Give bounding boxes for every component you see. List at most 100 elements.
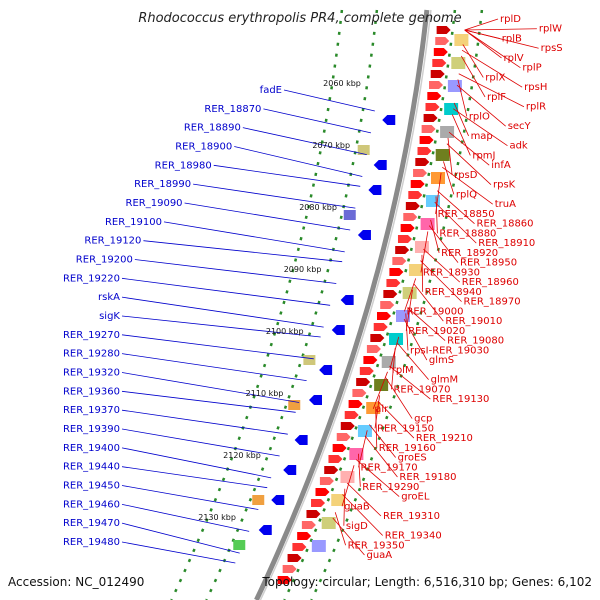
gene-arrow <box>297 532 312 540</box>
gene-label-inner: rplX <box>485 72 505 83</box>
gene-block <box>321 517 336 529</box>
gene-arrow <box>436 26 451 34</box>
gene-label-inner: RER_19170 <box>361 462 418 473</box>
connector-outer <box>263 108 372 134</box>
gene-arrow <box>430 70 445 78</box>
connector-outer <box>121 334 314 360</box>
connector-inner <box>448 131 490 166</box>
gene-block-outer <box>288 400 301 410</box>
connector-inner <box>452 108 508 147</box>
gene-label-outer: RER_19200 <box>76 255 133 266</box>
gene-arrow <box>383 290 398 298</box>
kbp-marker: 2060 kbp <box>323 79 361 88</box>
gene-label-inner: truA <box>495 199 516 210</box>
gene-block-outer <box>252 495 265 505</box>
gene-arrow <box>419 136 434 144</box>
gene-arrow <box>408 191 423 199</box>
gene-arrow-reverse <box>309 395 322 405</box>
gene-arrow <box>352 389 367 397</box>
gene-label-inner: glmM <box>431 375 459 386</box>
gene-label-inner: RER_19020 <box>408 326 465 337</box>
gene-label-inner: rplP <box>522 63 541 74</box>
kbp-marker: 2100 kbp <box>266 327 304 336</box>
connector-inner <box>420 260 462 302</box>
gene-label-outer: RER_18980 <box>155 160 212 171</box>
gene-label-inner: rpmJ <box>472 150 495 161</box>
connector-inner <box>443 161 455 195</box>
gene-arrow <box>432 59 447 67</box>
connector-inner <box>464 28 537 31</box>
gene-label-outer: RER_19460 <box>63 499 120 510</box>
connector-outer <box>121 390 296 413</box>
gene-label-outer: sigK <box>99 311 120 322</box>
gene-label-inner: rplM <box>392 365 414 376</box>
connector-inner <box>396 342 429 380</box>
connector-inner <box>451 114 471 156</box>
connector-inner <box>460 55 486 98</box>
gene-label-inner: rplQ <box>456 189 477 200</box>
tick-track <box>283 9 457 600</box>
connector-outer <box>121 541 236 564</box>
gene-arrow <box>403 213 418 221</box>
connector-inner <box>447 137 453 175</box>
gene-label-inner: RER_19070 <box>393 384 450 395</box>
connector-outer <box>234 146 363 177</box>
gene-label-outer: RER_19120 <box>84 236 141 247</box>
gene-label-outer: RER_18870 <box>204 104 261 115</box>
gene-label-inner: RER_18960 <box>462 277 519 288</box>
gene-arrow <box>376 312 391 320</box>
gene-arrow <box>328 455 343 463</box>
connector-outer <box>121 485 259 510</box>
gene-block <box>381 356 396 368</box>
gene-block-outer <box>343 210 356 220</box>
gene-label-inner: RER_18910 <box>478 238 535 249</box>
gene-arrow-reverse <box>294 435 308 445</box>
connector-outer <box>242 127 367 156</box>
connector-inner <box>423 248 461 283</box>
gene-label-inner: sigD <box>346 521 368 532</box>
connector-inner <box>446 143 492 185</box>
gene-arrow <box>282 565 297 573</box>
genome-backbone <box>254 9 430 600</box>
gene-arrow <box>359 367 374 375</box>
kbp-marker: 2070 kbp <box>312 141 350 150</box>
connector-outer <box>163 221 345 253</box>
gene-label-inner: RER_18880 <box>439 228 496 239</box>
connector-inner <box>343 488 346 526</box>
gene-label-inner: rplW <box>539 24 562 35</box>
connector-inner <box>430 219 440 253</box>
gene-label-inner: RER_18950 <box>460 258 517 269</box>
connector-inner <box>457 79 468 117</box>
gene-arrow <box>405 202 420 210</box>
gene-label-inner: guaB <box>344 501 370 512</box>
gene-label-inner: RER_19350 <box>348 540 405 551</box>
gene-label-inner: rplV <box>504 53 524 64</box>
gene-arrow <box>324 466 339 474</box>
gene-arrow <box>392 257 407 265</box>
gene-arrow <box>415 158 430 166</box>
connector-inner <box>346 482 382 517</box>
connector-inner <box>464 18 499 31</box>
connector-inner <box>462 44 484 78</box>
gene-block-outer <box>233 540 246 550</box>
gene-label-outer: RER_18900 <box>175 142 232 153</box>
gene-block <box>435 149 450 161</box>
gene-block <box>431 172 446 184</box>
gene-label-inner: RER_19290 <box>362 482 419 493</box>
gene-label-outer: RER_19400 <box>63 443 120 454</box>
connector-inner <box>461 49 523 88</box>
gene-arrow <box>413 169 428 177</box>
gene-block <box>374 379 389 391</box>
gene-arrow <box>363 356 378 364</box>
gene-arrow <box>410 180 425 188</box>
connector-inner <box>372 371 388 409</box>
gene-arrow <box>315 488 330 496</box>
gene-label-inner: rpsI-RER_19030 <box>410 345 489 356</box>
connector-inner <box>385 377 413 419</box>
gene-arrow <box>433 48 448 56</box>
connector-outer <box>193 183 356 209</box>
gene-arrow <box>277 576 292 584</box>
gene-label-inner: rplD <box>500 14 521 25</box>
kbp-marker: 2110 kbp <box>246 389 284 398</box>
connector-inner <box>375 406 378 448</box>
